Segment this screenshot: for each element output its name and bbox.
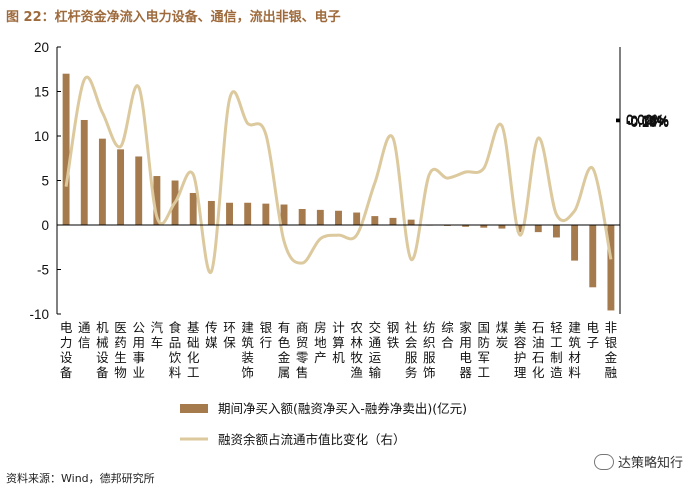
- right-tick-label: -0.02%: [626, 113, 669, 128]
- right-tick-label: -0.12%: [626, 114, 669, 129]
- category-label: 房地产: [314, 320, 327, 365]
- right-tick-label: -0.16%: [626, 115, 669, 130]
- bar-group: [62, 73, 615, 311]
- category-label: 有色金属: [278, 320, 291, 380]
- bar: [462, 225, 470, 227]
- category-label: 综合: [441, 320, 454, 350]
- legend-bar-swatch: [180, 404, 208, 413]
- category-label: 建筑材料: [568, 320, 581, 380]
- right-tick-label: -0.08%: [626, 114, 669, 129]
- right-tick-label: -0.10%: [626, 114, 669, 129]
- category-label: 电力设备: [60, 320, 73, 380]
- bar: [571, 225, 579, 261]
- bar: [353, 212, 361, 225]
- bar: [117, 149, 125, 225]
- category-label: 国防军工: [478, 320, 491, 380]
- category-label: 汽车: [151, 320, 164, 350]
- category-label: 煤炭: [496, 320, 509, 350]
- axes: -10 -5 0 5 10 15 20 -0.16%-0.14%-0.12%-0.10%-0.…: [29, 40, 668, 322]
- category-labels: 电力设备通信机械设备医药生物公用事业汽车食品饮料基础化工传媒环保建筑装饰银行有色…: [60, 320, 618, 380]
- bar: [371, 216, 379, 225]
- bar: [226, 202, 233, 225]
- category-label: 银行: [260, 320, 273, 350]
- line-series: [64, 75, 613, 274]
- category-label: 基础化工: [187, 320, 200, 380]
- category-label: 计算机: [332, 320, 345, 365]
- category-label: 建筑装饰: [241, 320, 254, 380]
- right-tick-label: -0.06%: [626, 114, 669, 129]
- bar: [480, 225, 488, 228]
- bar: [62, 73, 70, 225]
- category-label: 轻工制造: [550, 320, 563, 380]
- left-tick-label: 20: [34, 40, 49, 55]
- left-tick-label: 10: [34, 129, 49, 144]
- chart-title: 图 22：杠杆资金净流入电力设备、通信，流出非银、电子: [6, 10, 341, 25]
- category-label: 交通运输: [369, 320, 382, 380]
- bar: [244, 202, 252, 225]
- bar: [262, 203, 270, 225]
- bar: [407, 219, 415, 225]
- category-label: 商贸零售: [296, 320, 309, 380]
- wechat-icon: [593, 453, 614, 470]
- category-label: 公用事业: [132, 320, 145, 380]
- bar: [298, 208, 306, 225]
- category-label: 钢铁: [387, 320, 400, 350]
- category-label: 非银金融: [605, 320, 618, 380]
- bar: [80, 119, 88, 225]
- bar: [135, 156, 143, 225]
- category-label: 通信: [78, 320, 91, 350]
- right-tick-label: 0.06%: [626, 112, 664, 127]
- bar: [516, 225, 524, 233]
- right-tick-label: -0.04%: [626, 113, 669, 128]
- right-tick-label: -0.14%: [626, 115, 669, 130]
- category-label: 食品饮料: [169, 320, 182, 380]
- right-tick-label: 0.04%: [626, 112, 664, 127]
- bar: [280, 204, 288, 225]
- bar: [335, 210, 342, 225]
- watermark-text: 达策略知行: [617, 456, 683, 471]
- source-note: 资料来源：Wind，德邦研究所: [6, 472, 155, 485]
- bar: [552, 225, 560, 238]
- bar: [498, 225, 506, 229]
- bar: [98, 138, 106, 225]
- category-label: 医药生物: [114, 320, 127, 380]
- category-label: 环保: [223, 320, 236, 350]
- bar: [607, 225, 615, 311]
- category-label: 传媒: [205, 320, 218, 350]
- left-tick-label: 15: [34, 85, 49, 100]
- category-label: 机械设备: [96, 320, 109, 380]
- left-tick-label: -5: [37, 263, 49, 278]
- right-tick-label: 0.00%: [626, 113, 664, 128]
- left-tick-label: 5: [41, 174, 49, 189]
- bar: [534, 225, 542, 233]
- category-label: 美容护理: [514, 320, 527, 380]
- category-label: 纺织服饰: [423, 320, 436, 380]
- category-label: 农林牧渔: [350, 320, 363, 380]
- watermark: 达策略知行: [593, 452, 683, 471]
- left-tick-label: -10: [29, 307, 49, 322]
- bar: [189, 192, 197, 225]
- legend: 期间净买入额(融资净买入-融券净卖出)(亿元) 融资余额占流通市值比变化（右）: [180, 401, 467, 447]
- bar: [589, 225, 597, 288]
- category-label: 社会服务: [405, 320, 418, 380]
- bar: [153, 176, 161, 225]
- legend-bar-label: 期间净买入额(融资净买入-融券净卖出)(亿元): [218, 401, 467, 416]
- line-group: [64, 75, 613, 274]
- category-label: 石油石化: [532, 320, 545, 380]
- category-label: 电子: [587, 320, 600, 350]
- category-label: 家用电器: [459, 320, 472, 380]
- left-tick-label: 0: [41, 218, 49, 233]
- bar: [389, 217, 397, 225]
- bar: [207, 200, 215, 225]
- legend-line-label: 融资余额占流通市值比变化（右）: [218, 432, 406, 447]
- bar: [316, 209, 324, 225]
- right-tick-label: 0.02%: [626, 113, 664, 128]
